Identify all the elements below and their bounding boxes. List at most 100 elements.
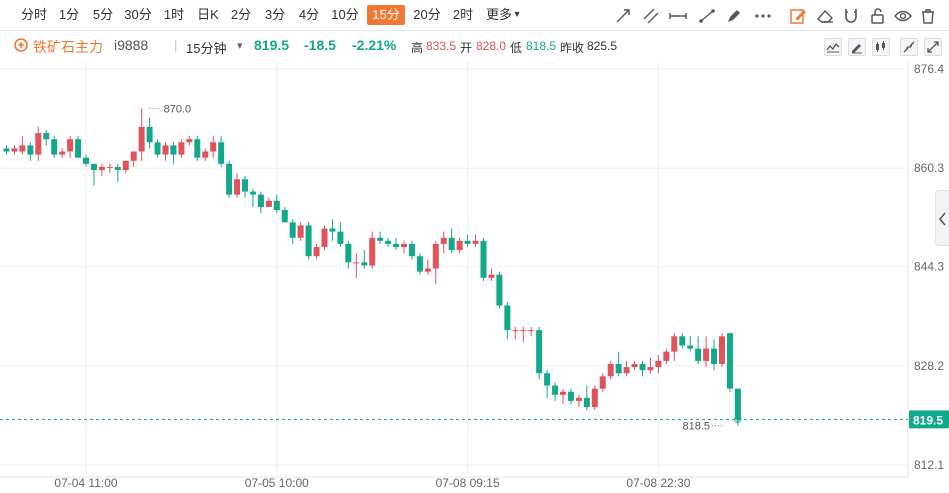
candle-body[interactable] [226, 164, 232, 195]
candle-body[interactable] [210, 142, 216, 151]
candle-body[interactable] [139, 127, 145, 152]
candle-body[interactable] [337, 232, 343, 244]
candle-body[interactable] [202, 152, 208, 158]
candle-body[interactable] [385, 241, 391, 244]
chevron-left-icon [936, 191, 949, 247]
candle-body[interactable] [647, 367, 653, 370]
candle-body[interactable] [703, 349, 709, 361]
candle-body[interactable] [528, 330, 534, 331]
candle-body[interactable] [568, 392, 574, 401]
candle-body[interactable] [695, 349, 701, 361]
candle-body[interactable] [584, 398, 590, 407]
candle-body[interactable] [592, 389, 598, 407]
candle-body[interactable] [576, 398, 582, 401]
candle-body[interactable] [727, 333, 733, 388]
candle-body[interactable] [433, 244, 439, 269]
candle-body[interactable] [274, 201, 280, 210]
candle-body[interactable] [107, 167, 113, 168]
candle-body[interactable] [465, 241, 471, 244]
candle-body[interactable] [19, 145, 25, 151]
candle-body[interactable] [655, 361, 661, 367]
candle-body[interactable] [544, 373, 550, 385]
candle-body[interactable] [369, 238, 375, 266]
candle-body[interactable] [520, 330, 526, 331]
candle-body[interactable] [512, 330, 518, 331]
candle-body[interactable] [441, 238, 447, 244]
candle-body[interactable] [632, 364, 638, 367]
candle-body[interactable] [504, 305, 510, 330]
candle-body[interactable] [314, 247, 320, 256]
candle-body[interactable] [552, 386, 558, 395]
collapse-panel-button[interactable] [935, 190, 949, 246]
candle-body[interactable] [75, 139, 81, 157]
candle-body[interactable] [353, 262, 359, 263]
last-price-tag-label: 819.5 [913, 413, 943, 427]
candle-body[interactable] [560, 392, 566, 395]
candle-body[interactable] [266, 201, 272, 207]
candle-body[interactable] [481, 241, 487, 278]
candle-body[interactable] [329, 229, 335, 232]
candle-body[interactable] [234, 179, 240, 194]
candle-body[interactable] [27, 145, 33, 154]
candle-body[interactable] [59, 152, 65, 155]
candle-body[interactable] [624, 367, 630, 373]
candle-body[interactable] [361, 262, 367, 265]
candle-body[interactable] [425, 269, 431, 272]
candle-body[interactable] [616, 364, 622, 373]
candle-body[interactable] [163, 145, 169, 154]
x-tick-label: 07-04 11:00 [54, 476, 117, 490]
candle-body[interactable] [290, 222, 296, 237]
candle-body[interactable] [131, 152, 137, 161]
candle-body[interactable] [242, 179, 248, 191]
candle-body[interactable] [194, 139, 200, 157]
candle-body[interactable] [488, 275, 494, 278]
candle-body[interactable] [735, 389, 741, 420]
candle-body[interactable] [83, 158, 89, 164]
candle-body[interactable] [536, 330, 542, 373]
candle-body[interactable] [250, 192, 256, 195]
candle-body[interactable] [282, 210, 288, 222]
candle-body[interactable] [178, 142, 184, 154]
candle-body[interactable] [4, 148, 10, 151]
candle-body[interactable] [608, 364, 614, 376]
candle-body[interactable] [170, 145, 176, 154]
candle-body[interactable] [51, 139, 57, 154]
candle-body[interactable] [322, 229, 328, 247]
candle-body[interactable] [306, 225, 312, 256]
candle-body[interactable] [687, 346, 693, 349]
candle-body[interactable] [298, 225, 304, 237]
candle-body[interactable] [377, 238, 383, 241]
candle-body[interactable] [679, 336, 685, 345]
candle-body[interactable] [496, 275, 502, 306]
candle-body[interactable] [91, 164, 97, 170]
candle-body[interactable] [11, 148, 17, 151]
candle-body[interactable] [218, 142, 224, 164]
min-marker-label: 818.5 [682, 421, 710, 433]
candle-body[interactable] [186, 139, 192, 142]
candle-body[interactable] [147, 127, 153, 142]
candle-body[interactable] [35, 133, 41, 155]
candle-body[interactable] [67, 139, 73, 151]
candle-body[interactable] [417, 256, 423, 271]
candle-body[interactable] [123, 161, 129, 170]
candle-body[interactable] [719, 336, 725, 364]
candle-body[interactable] [258, 195, 264, 207]
candle-body[interactable] [671, 336, 677, 351]
candle-body[interactable] [155, 142, 161, 154]
candle-body[interactable] [401, 244, 407, 247]
y-tick-label: 844.3 [914, 260, 944, 274]
candle-body[interactable] [473, 241, 479, 244]
candle-body[interactable] [115, 167, 121, 170]
candle-body[interactable] [99, 167, 105, 170]
candle-body[interactable] [43, 133, 49, 139]
candle-body[interactable] [345, 244, 351, 262]
candle-body[interactable] [663, 352, 669, 361]
candle-body[interactable] [600, 376, 606, 388]
candle-body[interactable] [409, 244, 415, 256]
candle-body[interactable] [393, 244, 399, 247]
candle-body[interactable] [457, 241, 463, 250]
candle-body[interactable] [711, 349, 717, 364]
candle-body[interactable] [449, 238, 455, 250]
candle-body[interactable] [640, 364, 646, 370]
